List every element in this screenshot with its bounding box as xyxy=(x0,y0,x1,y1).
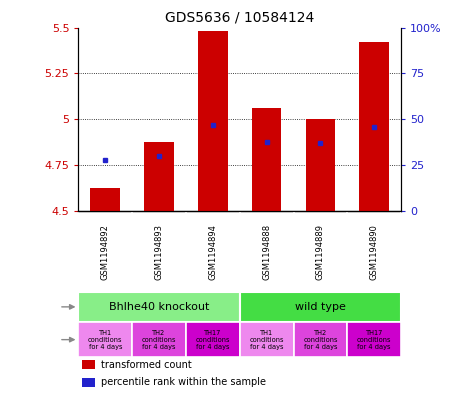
Text: TH2
conditions
for 4 days: TH2 conditions for 4 days xyxy=(142,330,176,350)
Text: GSM1194894: GSM1194894 xyxy=(208,224,217,280)
Bar xyxy=(186,322,240,358)
Bar xyxy=(306,119,335,211)
Bar xyxy=(78,292,240,322)
Text: GSM1194893: GSM1194893 xyxy=(154,224,164,280)
Bar xyxy=(82,360,95,369)
Text: GSM1194889: GSM1194889 xyxy=(316,224,325,280)
Bar xyxy=(78,322,132,358)
Bar xyxy=(82,378,95,387)
Text: GSM1194888: GSM1194888 xyxy=(262,224,271,280)
Bar xyxy=(198,31,228,211)
Bar xyxy=(144,141,174,211)
Bar xyxy=(240,292,401,322)
Bar xyxy=(240,322,294,358)
Text: transformed count: transformed count xyxy=(101,360,192,370)
Text: wild type: wild type xyxy=(295,302,346,312)
Text: TH1
conditions
for 4 days: TH1 conditions for 4 days xyxy=(88,330,123,350)
Text: TH1
conditions
for 4 days: TH1 conditions for 4 days xyxy=(249,330,284,350)
Text: TH17
conditions
for 4 days: TH17 conditions for 4 days xyxy=(195,330,230,350)
Text: GSM1194892: GSM1194892 xyxy=(101,224,110,280)
Bar xyxy=(252,108,281,211)
Text: percentile rank within the sample: percentile rank within the sample xyxy=(101,377,266,387)
Text: TH17
conditions
for 4 days: TH17 conditions for 4 days xyxy=(357,330,391,350)
Title: GDS5636 / 10584124: GDS5636 / 10584124 xyxy=(165,11,314,25)
Bar xyxy=(132,322,186,358)
Bar xyxy=(347,322,401,358)
Bar xyxy=(90,187,120,211)
Text: TH2
conditions
for 4 days: TH2 conditions for 4 days xyxy=(303,330,337,350)
Text: GSM1194890: GSM1194890 xyxy=(370,224,378,280)
Text: Bhlhe40 knockout: Bhlhe40 knockout xyxy=(109,302,209,312)
Bar xyxy=(294,322,347,358)
Bar xyxy=(360,42,389,211)
